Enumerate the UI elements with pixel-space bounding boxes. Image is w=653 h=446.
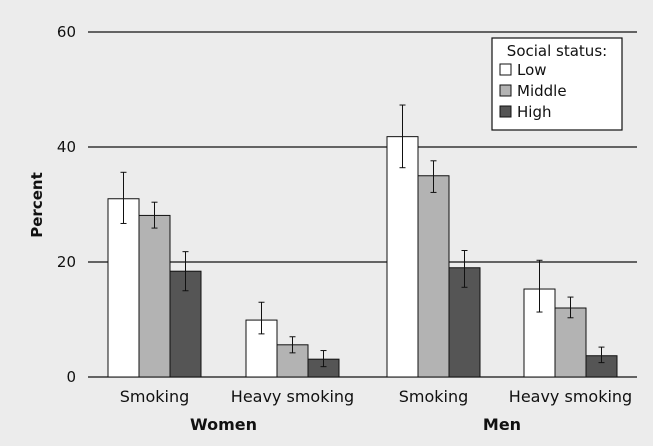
x-axis-labels: Smoking Heavy smoking Smoking Heavy smoking… xyxy=(120,387,632,434)
error-bar xyxy=(258,301,265,335)
y-axis-ticks: 0 20 40 60 xyxy=(57,23,76,386)
error-bar xyxy=(120,171,127,224)
legend-entry: Low xyxy=(499,61,547,79)
error-bar xyxy=(320,350,327,368)
legend: Social status: Low Middle High xyxy=(491,37,623,131)
bar-middle-2 xyxy=(417,175,450,378)
y-tick-label: 0 xyxy=(66,368,76,386)
bar-low-2 xyxy=(386,136,419,378)
error-bar xyxy=(289,336,296,354)
bar-middle-3 xyxy=(554,307,587,378)
legend-entries: Low Middle High xyxy=(499,61,567,121)
legend-swatch xyxy=(499,105,512,118)
bar-middle-0 xyxy=(138,214,171,378)
error-bars xyxy=(120,104,605,368)
bar-low-0 xyxy=(107,198,140,378)
error-bar xyxy=(151,201,158,229)
bars xyxy=(107,136,618,378)
y-tick-label: 40 xyxy=(57,138,76,156)
y-tick-label: 20 xyxy=(57,253,76,271)
error-bar xyxy=(598,346,605,364)
legend-entry: High xyxy=(499,103,551,121)
error-bar xyxy=(430,160,437,193)
y-axis-label: Percent xyxy=(28,172,46,237)
error-bar xyxy=(536,259,543,313)
category-label: Heavy smoking xyxy=(509,387,632,406)
error-bar xyxy=(399,104,406,169)
error-bar xyxy=(461,250,468,288)
legend-swatch xyxy=(499,84,512,97)
legend-label: Middle xyxy=(517,82,567,100)
y-tick-label: 60 xyxy=(57,23,76,41)
category-label: Smoking xyxy=(120,387,190,406)
legend-box xyxy=(491,37,623,131)
legend-label: Low xyxy=(517,61,547,79)
group-label: Women xyxy=(190,415,257,434)
error-bar xyxy=(567,296,574,319)
legend-label: High xyxy=(517,103,551,121)
legend-title: Social status: xyxy=(507,42,607,60)
legend-entry: Middle xyxy=(499,82,567,100)
group-label: Men xyxy=(483,415,521,434)
error-bar xyxy=(182,251,189,292)
category-label: Smoking xyxy=(399,387,469,406)
legend-swatch xyxy=(499,63,512,76)
category-label: Heavy smoking xyxy=(231,387,354,406)
